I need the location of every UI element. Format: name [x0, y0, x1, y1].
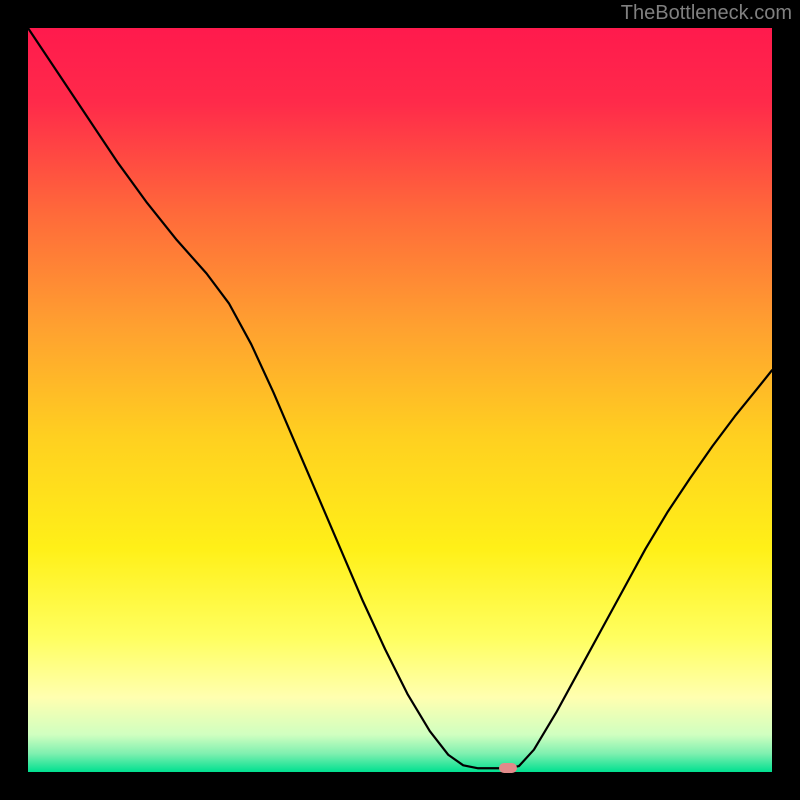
- bottleneck-curve: [28, 28, 772, 772]
- optimal-point-marker: [499, 763, 517, 773]
- plot-area: [28, 28, 772, 772]
- chart-container: TheBottleneck.com: [0, 0, 800, 800]
- watermark-text: TheBottleneck.com: [621, 2, 792, 25]
